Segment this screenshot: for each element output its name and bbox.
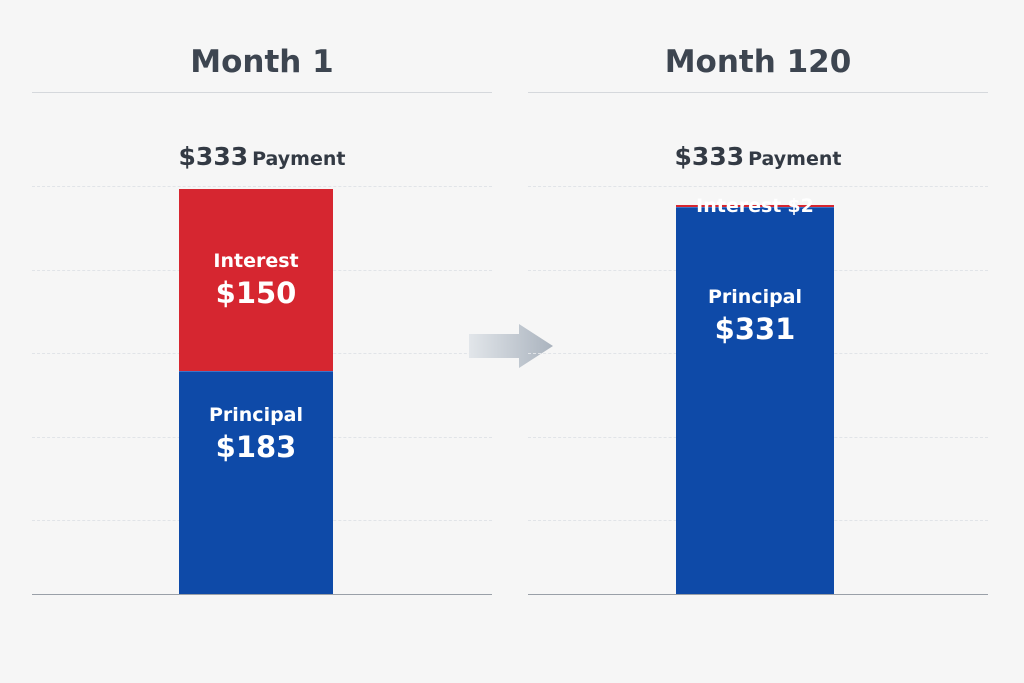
panel-title: Month 120 [664,44,852,80]
payment-label: Payment [748,148,842,170]
gridline [32,186,492,187]
payment-total-label: $333 Payment [528,142,988,171]
segment-data-label: Principal $183 [179,404,333,464]
chart-panel-month-1: Month 1 $333 Payment Principal $183 Interes… [32,0,492,683]
title-divider [32,92,492,93]
x-axis-baseline [32,594,492,595]
payment-amount: $333 [674,142,745,171]
x-axis-baseline [528,594,988,595]
panel-title: Month 1 [190,44,334,80]
segment-value-label: $331 [714,312,796,347]
bar-segment-interest: Interest $150 [179,189,333,371]
chart-panel-month-120: Month 120 $333 Payment Principal $331 Inter… [528,0,988,683]
arrow-right-icon [467,322,557,370]
payment-amount: $333 [178,142,249,171]
segment-name-label: Interest [213,250,299,272]
payment-total-label: $333 Payment [32,142,492,171]
segment-name-label: Principal [707,286,803,309]
segment-data-label: Principal $331 [676,286,834,346]
segment-data-label: Interest $2 [676,195,834,217]
segment-name-label: Principal [208,404,304,427]
segment-name-label: Interest [696,195,782,217]
payment-label: Payment [252,148,346,170]
title-divider [528,92,988,93]
bar-segment-principal: Principal $331 [676,207,834,594]
bar-segment-interest: Interest $2 [676,195,834,217]
bar-segment-principal: Principal $183 [179,371,333,594]
segment-value-label: $150 [215,276,297,310]
gridline [528,186,988,187]
segment-data-label: Interest $150 [179,250,333,310]
segment-value-label: $2 [787,195,814,217]
segment-value-label: $183 [215,430,297,465]
